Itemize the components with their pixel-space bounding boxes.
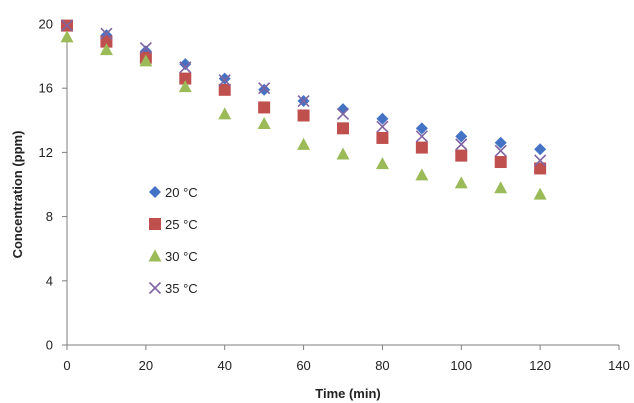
- data-point: [455, 130, 468, 143]
- series-1: [61, 19, 547, 156]
- data-point: [258, 83, 271, 96]
- legend-label: 30 °C: [165, 249, 198, 264]
- x-tick-label: 0: [63, 358, 70, 373]
- data-point: [258, 101, 271, 114]
- legend: 20 °C 25 °C 30 °C 35 °C: [148, 185, 198, 296]
- data-point: [534, 143, 547, 156]
- data-point: [415, 130, 428, 143]
- data-point: [218, 72, 231, 85]
- data-point: [139, 42, 152, 55]
- legend-label: 35 °C: [165, 281, 198, 296]
- x-tick-label: 140: [608, 358, 630, 373]
- data-point: [533, 187, 547, 200]
- series-3: [60, 30, 547, 200]
- x-tick-label: 120: [529, 358, 551, 373]
- series-4: [60, 19, 547, 167]
- legend-label: 20 °C: [165, 185, 198, 200]
- data-point: [494, 136, 507, 149]
- data-point: [415, 122, 428, 135]
- y-tick-label: 4: [46, 273, 53, 288]
- data-point: [178, 80, 192, 93]
- data-point: [337, 122, 349, 135]
- data-point: [376, 120, 389, 133]
- data-point: [336, 147, 350, 160]
- data-point: [60, 30, 74, 43]
- y-tick-label: 12: [39, 145, 53, 160]
- legend-marker: [149, 218, 161, 230]
- data-point: [494, 144, 507, 157]
- legend-marker: [149, 186, 161, 198]
- data-point: [534, 162, 547, 175]
- legend-item: 20 °C: [149, 185, 198, 200]
- data-point: [179, 58, 192, 71]
- data-point: [258, 82, 271, 95]
- data-point: [139, 54, 153, 67]
- data-point: [494, 181, 508, 194]
- data-point: [337, 103, 349, 116]
- data-point: [218, 107, 232, 120]
- y-tick-label: 8: [46, 209, 53, 224]
- data-point: [297, 94, 310, 108]
- x-tick-label: 80: [375, 358, 389, 373]
- data-point: [336, 107, 350, 120]
- data-point: [534, 154, 547, 167]
- data-point: [297, 109, 310, 122]
- data-point: [376, 131, 389, 144]
- data-point: [375, 157, 389, 170]
- legend-label: 25 °C: [165, 217, 198, 232]
- y-tick-label: 20: [39, 17, 53, 32]
- x-tick-label: 60: [296, 358, 310, 373]
- x-tick-label: 100: [450, 358, 472, 373]
- data-point: [99, 43, 113, 56]
- data-point: [415, 168, 429, 181]
- legend-item: 25 °C: [149, 217, 198, 232]
- axes: [62, 23, 620, 350]
- data-point: [100, 35, 113, 48]
- y-tick-label: 0: [46, 338, 53, 353]
- data-point: [257, 117, 271, 130]
- x-tick-label: 40: [217, 358, 231, 373]
- data-point: [415, 141, 428, 154]
- legend-marker: [148, 249, 162, 262]
- data-point: [100, 27, 113, 40]
- data-point: [494, 156, 507, 169]
- data-point: [179, 61, 192, 74]
- data-point: [218, 74, 231, 87]
- data-points: [60, 19, 547, 200]
- series-2: [61, 19, 547, 175]
- data-point: [455, 149, 468, 162]
- data-point: [455, 138, 468, 151]
- legend-item: 35 °C: [148, 281, 198, 296]
- data-point: [376, 112, 389, 125]
- data-point: [179, 72, 192, 85]
- y-tick-label: 16: [39, 81, 53, 96]
- data-point: [218, 83, 231, 96]
- data-point: [297, 137, 311, 150]
- data-point: [454, 176, 468, 189]
- legend-marker: [148, 281, 162, 295]
- data-point: [60, 19, 74, 32]
- x-axis-title: Time (min): [315, 386, 381, 401]
- legend-item: 30 °C: [148, 249, 198, 264]
- x-tick-label: 20: [139, 358, 153, 373]
- tick-labels: 0 4 8 12 16 20 0 20 40 60 80 100 120 140: [39, 17, 630, 374]
- y-axis-title: Concentration (ppm): [10, 131, 25, 259]
